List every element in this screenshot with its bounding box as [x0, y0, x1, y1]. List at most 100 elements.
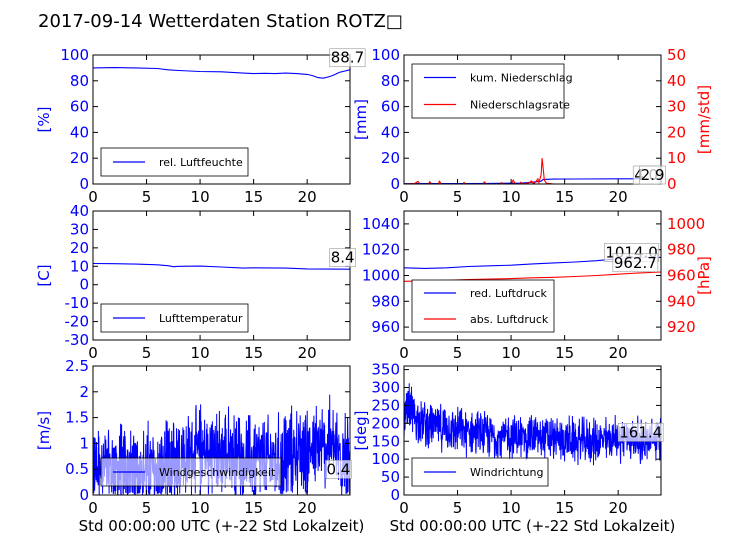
precipitation-series-2 — [404, 158, 661, 184]
x-tick-label: 10 — [502, 344, 521, 362]
x-tick-label: 15 — [555, 344, 574, 362]
value-label-box — [612, 253, 659, 273]
x-tick-label: 15 — [555, 499, 574, 517]
x-tick-label: 0 — [88, 188, 98, 206]
y-tick-label: 0 — [79, 276, 89, 294]
x-tick-label: 5 — [142, 344, 152, 362]
wind-speed-legend: Windgeschwindigkeit — [100, 457, 282, 487]
y-tick-label: 350 — [371, 361, 400, 379]
x-tick-label: 15 — [244, 344, 263, 362]
x-tick-label: 10 — [191, 188, 210, 206]
x-tick-label: 20 — [298, 344, 317, 362]
y-tick-label: 2.5 — [65, 357, 89, 375]
y2-tick-label: 980 — [667, 241, 696, 259]
y-tick-label: 100 — [60, 46, 89, 64]
pressure-panel: 0 5 10 15 20 960 980 1000 1020 1040 920 940 960 980 10… — [362, 210, 713, 362]
y2-tick-label: 960 — [667, 267, 696, 285]
y-tick-label: 1.5 — [65, 409, 89, 427]
x-tick-label: 10 — [191, 344, 210, 362]
y2-tick-label: 920 — [667, 318, 696, 336]
y-tick-label: 30 — [70, 220, 89, 238]
legend-box — [411, 63, 565, 119]
x-tick-label: 0 — [399, 344, 409, 362]
x-tick-label: 5 — [142, 188, 152, 206]
y2-tick-label: 0 — [667, 175, 677, 193]
legend-label: abs. Luftdruck — [470, 313, 549, 326]
x-tick-label: 0 — [399, 499, 409, 517]
x-tick-label: 5 — [453, 344, 463, 362]
x-tick-label: 10 — [191, 499, 210, 517]
precipitation-frame — [403, 54, 662, 185]
x-tick-label: 5 — [453, 499, 463, 517]
temperature-value-label: 8.4 — [331, 249, 355, 267]
y-tick-label: 0.5 — [65, 460, 89, 478]
y-tick-label: 60 — [381, 98, 400, 116]
figure-title: 2017-09-14 Wetterdaten Station ROTZ□ — [38, 11, 403, 32]
wind-speed-xlabel: Std 00:00:00 UTC (+-22 Std Lokalzeit) — [79, 517, 365, 535]
wind-speed-value-label: 0.4 — [326, 460, 350, 478]
wind-direction-xlabel: Std 00:00:00 UTC (+-22 Std Lokalzeit) — [390, 517, 676, 535]
wind-speed-panel: 0 5 10 15 20 0 0.5 1 1.5 2 2.5 [m/s] Std 00:00:00 UT… — [35, 357, 364, 535]
legend-label: kum. Niederschlag — [470, 72, 573, 85]
temperature-legend: Lufttemperatur — [100, 303, 249, 333]
precipitation-ylabel2: [mm/std] — [695, 85, 713, 154]
pressure-value-label: 962.7 — [614, 254, 657, 272]
legend-label: red. Luftdruck — [470, 287, 547, 300]
y-tick-label: 10 — [70, 257, 89, 275]
legend-label: rel. Luftfeuchte — [159, 156, 243, 169]
y-tick-label: 20 — [70, 149, 89, 167]
y-tick-label: 200 — [371, 414, 400, 432]
y-tick-label: 40 — [70, 202, 89, 220]
y-tick-label: 1 — [79, 434, 89, 452]
y-tick-label: 50 — [381, 468, 400, 486]
x-tick-label: 0 — [399, 188, 409, 206]
y-tick-label: 0 — [390, 486, 400, 504]
precipitation-legend: kum. Niederschlag Niederschlagsrate — [411, 63, 573, 119]
temperature-frame — [92, 210, 351, 341]
y-tick-label: 1040 — [362, 215, 400, 233]
x-tick-label: 20 — [298, 499, 317, 517]
y-tick-label: 250 — [371, 396, 400, 414]
humidity-panel: 0 5 10 15 20 0 20 40 60 80 100 [%] rel. Luftfeuchte 8… — [35, 46, 366, 206]
wind-speed-frame — [92, 365, 351, 496]
y-tick-label: 100 — [371, 450, 400, 468]
legend-label: Niederschlagsrate — [470, 99, 570, 112]
y2-tick-label: 940 — [667, 292, 696, 310]
legend-label: Windgeschwindigkeit — [159, 466, 276, 479]
pressure-legend: red. Luftdruck abs. Luftdruck — [411, 279, 555, 333]
temperature-ylabel: [C] — [35, 264, 53, 286]
wind-speed-ylabel: [m/s] — [35, 411, 53, 450]
x-tick-label: 0 — [88, 344, 98, 362]
legend-box — [411, 279, 555, 333]
wind-direction-ylabel: [deg] — [352, 411, 370, 451]
y-tick-label: 40 — [70, 123, 89, 141]
precipitation-panel: 0 5 10 15 20 0 20 40 60 80 100 0 10 20 30 40 50 [mm] [mm/s… — [352, 46, 713, 206]
y2-tick-label: 40 — [667, 72, 686, 90]
y-tick-label: 60 — [70, 98, 89, 116]
wind-direction-value-label: 161.4 — [619, 423, 662, 441]
y-tick-label: 20 — [381, 149, 400, 167]
legend-label: Lufttemperatur — [159, 312, 243, 325]
y-tick-label: 100 — [371, 46, 400, 64]
y-tick-label: 960 — [371, 318, 400, 336]
wind-direction-legend: Windrichtung — [411, 457, 549, 487]
y2-tick-label: 20 — [667, 123, 686, 141]
y-tick-label: 40 — [381, 123, 400, 141]
y-tick-label: 0 — [79, 486, 89, 504]
y-tick-label: 0 — [390, 175, 400, 193]
x-tick-label: 15 — [244, 499, 263, 517]
y-tick-label: 80 — [70, 72, 89, 90]
x-tick-label: 5 — [142, 499, 152, 517]
x-tick-label: 20 — [609, 344, 628, 362]
legend-label: Windrichtung — [470, 466, 543, 479]
y2-tick-label: 50 — [667, 46, 686, 64]
x-tick-label: 10 — [502, 499, 521, 517]
y-tick-label: 2 — [79, 383, 89, 401]
value-label-box — [329, 248, 356, 267]
value-label-box — [329, 48, 366, 68]
y2-tick-label: 1000 — [667, 215, 705, 233]
humidity-legend: rel. Luftfeuchte — [100, 147, 249, 177]
humidity-value-label: 88.7 — [331, 49, 364, 67]
temperature-series-1 — [93, 262, 350, 270]
